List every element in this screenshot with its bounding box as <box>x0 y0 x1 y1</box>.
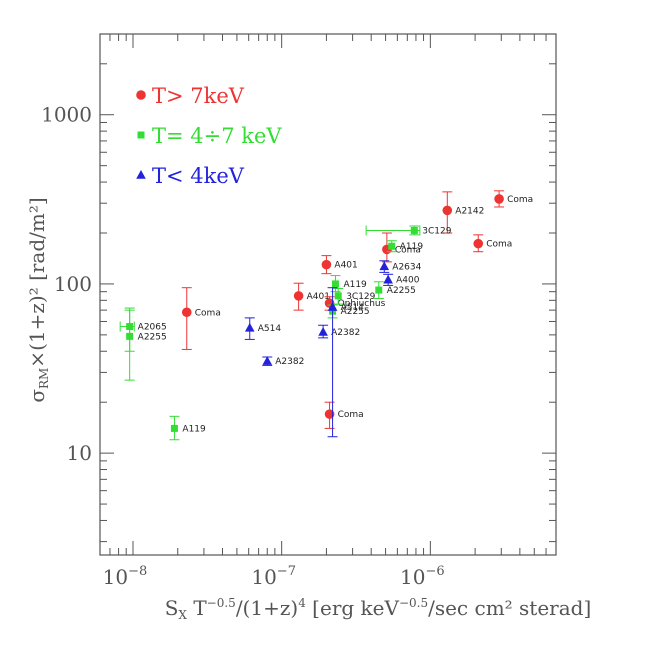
point-label: A119 <box>400 242 424 252</box>
data-point <box>411 227 418 234</box>
x-tick-label: 10−7 <box>251 564 296 589</box>
data-point <box>182 307 192 317</box>
data-point <box>318 327 328 336</box>
legend-marker <box>136 170 146 179</box>
y-tick-label: 10 <box>67 441 92 465</box>
point-label: A2255 <box>138 332 167 342</box>
data-point <box>335 292 342 299</box>
point-label: A514 <box>341 303 365 313</box>
legend-entry: T= 4÷7 keV <box>138 124 283 148</box>
point-label: A2382 <box>331 328 360 338</box>
y-tick-label: 1000 <box>41 103 92 127</box>
x-axis-title: SX T−0.5/(1+z)4 [erg keV−0.5/sec cm² ste… <box>165 596 592 622</box>
legend-entry: T> 7keV <box>136 84 245 108</box>
data-point <box>245 323 255 332</box>
data-point <box>473 239 483 249</box>
x-tick-label: 10−8 <box>103 564 148 589</box>
data-point <box>494 194 504 204</box>
legend-marker <box>136 90 146 100</box>
legend-marker <box>138 132 145 139</box>
point-label: A2634 <box>392 262 421 272</box>
legend-entry: T< 4keV <box>136 164 245 188</box>
data-point <box>375 287 382 294</box>
data-point <box>126 333 133 340</box>
point-label: A119 <box>182 424 206 434</box>
legend: T> 7keV T= 4÷7 keV T< 4keV <box>136 84 282 188</box>
data-point <box>383 275 393 284</box>
y-axis-title: σRM×(1+z)² [rad/m²] <box>25 197 51 402</box>
point-label: A2382 <box>275 357 304 367</box>
point-label: 3C129 <box>346 292 375 302</box>
data-point <box>379 261 389 270</box>
legend-label: T= 4÷7 keV <box>152 124 282 148</box>
series-square: A2065A2255A119A1193C129A2255A2255A1193C1… <box>120 225 452 439</box>
point-label: A2255 <box>387 286 416 296</box>
axis-ticks: 10−8 10−7 10−6 10 100 1000 <box>41 34 556 589</box>
x-tick-label: 10−6 <box>400 564 445 589</box>
data-point <box>442 206 452 216</box>
point-label: A400 <box>396 276 420 286</box>
point-label: A119 <box>343 280 367 290</box>
point-label: Coma <box>507 195 533 205</box>
legend-label: T< 4keV <box>152 164 245 188</box>
data-point <box>294 291 304 301</box>
data-point <box>171 425 178 432</box>
point-label: 3C129 <box>422 226 451 236</box>
chart: 10−8 10−7 10−6101001000 ComaA401A401Ophiuc… <box>0 0 654 654</box>
point-label: A2142 <box>455 206 484 216</box>
data-series: ComaA401A401OphiuchusComaComaA2142ComaCo… <box>120 191 533 440</box>
point-label: A2065 <box>138 323 167 333</box>
point-label: A401 <box>334 261 357 271</box>
point-label: Coma <box>338 410 364 420</box>
y-tick-label: 100 <box>54 272 92 296</box>
data-point <box>332 280 339 287</box>
point-label: A514 <box>258 324 282 334</box>
point-label: Coma <box>486 240 512 250</box>
point-label: Coma <box>195 308 221 318</box>
data-point <box>388 243 395 250</box>
data-point <box>322 260 332 270</box>
legend-label: T> 7keV <box>152 84 245 108</box>
